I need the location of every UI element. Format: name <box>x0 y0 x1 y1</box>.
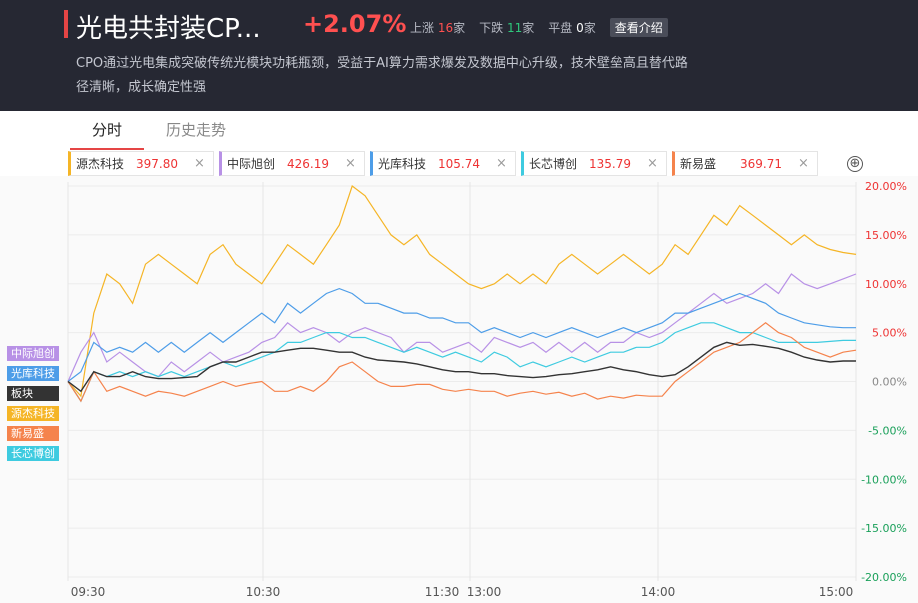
y-tick-label: -15.00% <box>861 522 907 535</box>
legend-tag[interactable]: 新易盛 <box>7 426 59 441</box>
legend-tag[interactable]: 板块 <box>7 386 59 401</box>
series-line <box>67 287 856 382</box>
stock-chip-guangku[interactable]: 光库科技 105.74 × <box>370 151 516 176</box>
stock-name: 长芯博创 <box>529 157 578 171</box>
y-tick-label: 0.00% <box>872 376 907 389</box>
up-count-stat: 上涨 16家 <box>410 19 465 36</box>
legend-tag[interactable]: 光库科技 <box>7 366 59 381</box>
breadth-stats: 上涨 16家 下跌 11家 平盘 0家 查看介绍 <box>410 18 668 37</box>
view-intro-button[interactable]: 查看介绍 <box>609 18 668 37</box>
flat-count-stat: 平盘 0家 <box>548 19 596 36</box>
stock-chip-zhongji[interactable]: 中际旭创 426.19 × <box>219 151 365 176</box>
y-tick-label: 20.00% <box>865 180 907 193</box>
series-line <box>67 322 856 403</box>
sector-title: 光电共封装CP... <box>76 14 261 44</box>
y-tick-label: -20.00% <box>861 571 907 584</box>
close-icon[interactable]: × <box>798 156 809 171</box>
intraday-line-chart: 20.00% 15.00% 10.00% 5.00% 0.00% -5.00% -10.00… <box>67 180 907 599</box>
stock-name: 源杰科技 <box>76 157 125 171</box>
up-unit: 家 <box>453 21 466 35</box>
flat-count: 0 <box>576 21 584 35</box>
tab-intraday[interactable]: 分时 <box>70 114 145 150</box>
header: 光电共封装CP... +2.07% 上涨 16家 下跌 11家 平盘 0家 查看… <box>0 0 918 111</box>
down-count-stat: 下跌 11家 <box>479 19 534 36</box>
add-stock-icon[interactable]: ⊕ <box>847 155 863 172</box>
y-tick-label: -5.00% <box>868 424 907 437</box>
stock-price: 105.74 <box>438 156 480 171</box>
legend-tag[interactable]: 中际旭创 <box>7 346 59 361</box>
x-tick-label: 13:00 <box>467 585 502 599</box>
sector-description: CPO通过光电集成突破传统光模块功耗瓶颈，受益于AI算力需求爆发及数据中心升级，… <box>76 56 688 95</box>
stock-price: 369.71 <box>740 156 782 171</box>
flat-label: 平盘 <box>548 21 573 35</box>
y-tick-label: 5.00% <box>872 327 907 340</box>
series-line <box>67 273 857 382</box>
y-tick-label: 15.00% <box>865 229 907 242</box>
close-icon[interactable]: × <box>647 156 658 171</box>
close-icon[interactable]: × <box>345 156 356 171</box>
up-count: 16 <box>437 21 454 35</box>
close-icon[interactable]: × <box>194 156 205 171</box>
up-label: 上涨 <box>410 21 435 35</box>
stock-chip-xinyisheng[interactable]: 新易盛 369.71 × <box>672 151 818 176</box>
series-line <box>67 341 856 393</box>
flat-unit: 家 <box>583 21 596 35</box>
stock-chip-changxin[interactable]: 长芯博创 135.79 × <box>521 151 667 176</box>
series-line <box>67 185 857 398</box>
title-accent-bar <box>64 10 68 38</box>
stock-name: 新易盛 <box>680 157 717 171</box>
stock-chip-yuanjie[interactable]: 源杰科技 397.80 × <box>68 151 214 176</box>
tab-history[interactable]: 历史走势 <box>166 121 227 139</box>
close-icon[interactable]: × <box>496 156 507 171</box>
x-tick-label: 14:00 <box>641 585 676 599</box>
down-unit: 家 <box>522 21 535 35</box>
stock-name: 光库科技 <box>378 157 427 171</box>
chart-area: 20.00% 15.00% 10.00% 5.00% 0.00% -5.00% -10.00… <box>0 176 918 603</box>
x-tick-label: 15:00 <box>819 585 854 599</box>
chart-tabs: 分时 历史走势 <box>70 114 248 150</box>
legend-tag[interactable]: 长芯博创 <box>7 446 59 461</box>
stock-price: 426.19 <box>287 156 329 171</box>
stock-price: 397.80 <box>136 156 178 171</box>
series-line <box>67 322 857 403</box>
x-tick-label: 10:30 <box>246 585 281 599</box>
y-tick-label: -10.00% <box>861 473 907 486</box>
x-tick-label: 09:30 <box>71 585 106 599</box>
series-legend: 中际旭创光库科技板块源杰科技新易盛长芯博创 <box>7 346 59 461</box>
down-label: 下跌 <box>479 21 504 35</box>
sector-change-percent: +2.07% <box>303 10 407 38</box>
x-tick-label: 11:30 <box>425 585 460 599</box>
legend-tag[interactable]: 源杰科技 <box>7 406 59 421</box>
y-tick-label: 10.00% <box>865 278 907 291</box>
stock-price: 135.79 <box>589 156 631 171</box>
stock-name: 中际旭创 <box>227 157 276 171</box>
down-count: 11 <box>506 21 523 35</box>
stock-compare-row: 源杰科技 397.80 × 中际旭创 426.19 × 光库科技 105.74 … <box>68 151 863 176</box>
